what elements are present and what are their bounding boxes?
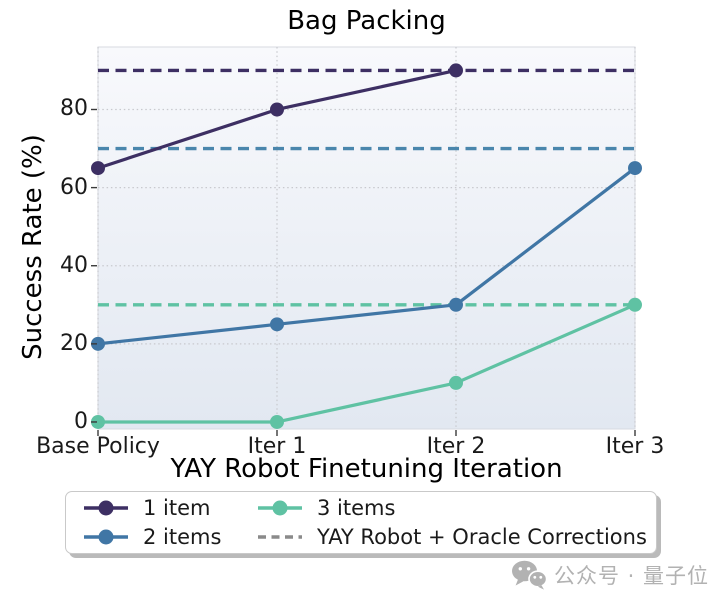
legend-dashed-line-icon [258,535,302,539]
chart-title: Bag Packing [287,6,446,36]
legend-label: YAY Robot + Oracle Corrections [317,525,647,549]
legend-item: YAY Robot + Oracle Corrections [256,524,647,551]
y-tick-label: 80 [60,96,88,122]
legend-label: 1 item [143,496,211,520]
legend-line-marker-icon [258,500,302,516]
y-tick-label: 40 [60,252,88,278]
legend-label: 2 items [143,525,222,549]
wechat-icon [512,560,547,590]
x-tick-label: Base Policy [36,434,160,459]
y-tick-label: 0 [74,408,88,434]
x-tick-label: Iter 3 [605,434,665,459]
x-axis-label: YAY Robot Finetuning Iteration [170,454,563,484]
x-tick-label: Iter 2 [426,434,486,459]
legend-line-marker-icon [84,529,128,545]
legend-line-marker-icon [84,500,128,516]
legend: 1 item 2 items 3 items YAY Robot + Oracl… [65,491,657,554]
y-tick-label: 60 [60,174,88,200]
y-axis-label: Success Rate (%) [18,134,48,360]
legend-column: 3 items YAY Robot + Oracle Corrections [256,495,647,551]
legend-item: 2 items [82,524,240,551]
y-tick-label: 20 [60,330,88,356]
x-tick-label: Iter 1 [247,434,307,459]
legend-column: 1 item 2 items [82,495,240,551]
legend-item: 3 items [256,495,647,522]
watermark: 公众号 · 量子位 [511,560,709,590]
legend-label: 3 items [317,496,396,520]
legend-item: 1 item [82,495,240,522]
watermark-text: 公众号 · 量子位 [554,564,710,588]
